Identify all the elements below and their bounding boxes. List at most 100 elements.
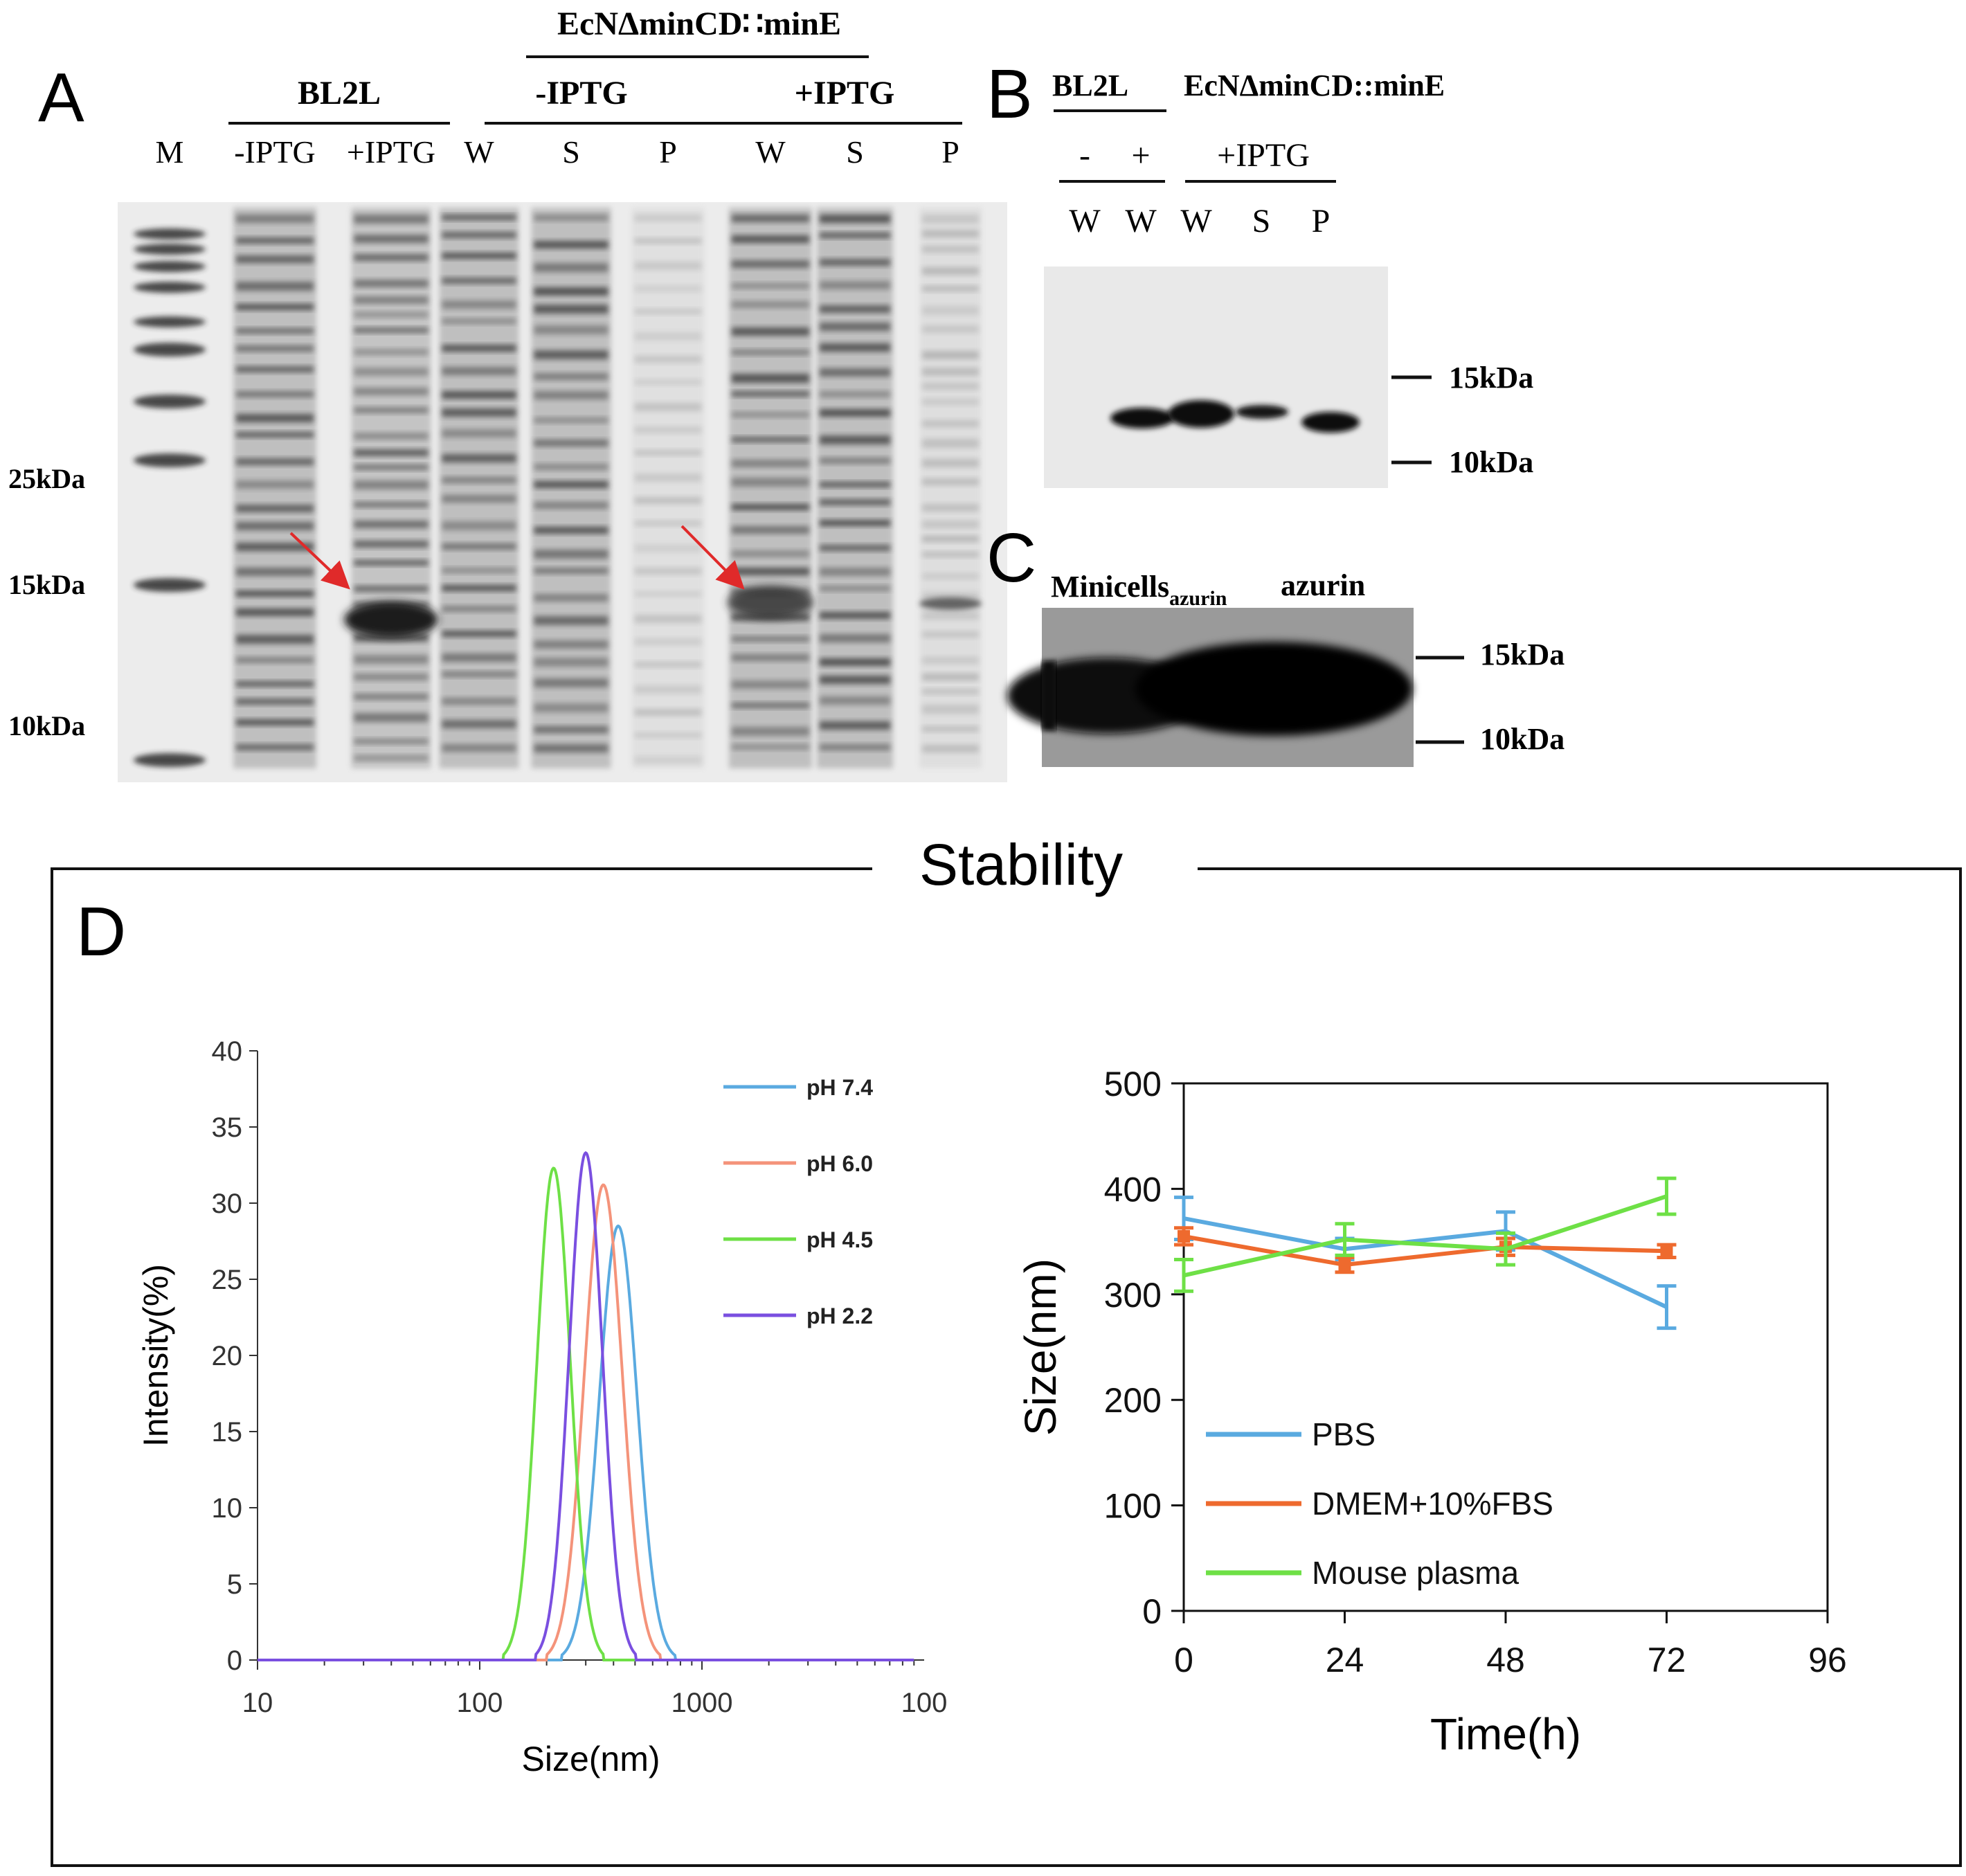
group-label-bl2l-b: BL2L: [1052, 69, 1128, 102]
y-tick-label: 40: [212, 1036, 243, 1067]
y-tick-label: 25: [212, 1265, 243, 1295]
gel-band: [534, 287, 608, 296]
arrow-bl2l: [289, 532, 350, 590]
gel-band: [922, 631, 979, 638]
legend-label: pH 4.5: [806, 1227, 873, 1252]
gel-band: [820, 545, 890, 551]
error-bar-mouse-plasma: [1496, 1231, 1515, 1267]
chart-stability-lines: [1174, 1176, 1677, 1331]
gel-band: [534, 263, 608, 272]
gel-band: [820, 435, 890, 444]
y-tick-label: 5: [227, 1569, 242, 1600]
gel-band: [442, 278, 516, 284]
gel-band: [354, 407, 429, 413]
blot-b-bands: [1110, 400, 1360, 433]
gel-band: [634, 473, 702, 482]
gel-band: [236, 215, 314, 223]
gel-band: [534, 464, 608, 470]
gel-band: [236, 543, 314, 551]
x-tick-label: 96: [1808, 1641, 1847, 1679]
gel-band: [442, 631, 516, 637]
gel-band: [534, 350, 608, 359]
y-tick-label: 20: [212, 1341, 243, 1371]
gel-band: [534, 325, 608, 334]
gel-band: [922, 536, 979, 542]
y-tick-label: 300: [1104, 1276, 1162, 1315]
gel-band: [354, 586, 429, 592]
gel-band: [236, 480, 314, 489]
gel-band: [634, 685, 702, 694]
gel-band: [354, 560, 429, 566]
gel-band: [820, 215, 890, 223]
gel-band: [534, 502, 608, 509]
legend-label: PBS: [1312, 1416, 1376, 1452]
gel-band: [634, 238, 702, 244]
subgroup-plus-iptg: +IPTG: [795, 75, 895, 111]
gel-band: [236, 237, 314, 244]
gel-band: [634, 497, 702, 504]
gel-band: [922, 573, 979, 579]
gel-band: [922, 399, 979, 405]
gel-band: [732, 526, 809, 534]
lane-b-iptg: +IPTG: [1217, 137, 1310, 174]
lane-label-a: P: [659, 134, 677, 170]
gel-band: [732, 374, 809, 383]
gel-band: [442, 300, 516, 309]
plot-frame: [1182, 1082, 1829, 1612]
lane-label-a: P: [941, 134, 959, 170]
gel-band: [820, 343, 890, 352]
gel-band: [732, 460, 809, 467]
gel-band: [634, 756, 702, 764]
lane-label-a: S: [562, 134, 580, 170]
gel-band: [634, 732, 702, 738]
gel-band: [354, 368, 429, 376]
gel-band: [732, 504, 809, 510]
gel-band: [354, 541, 429, 548]
legend-label: pH 6.0: [806, 1151, 873, 1176]
gel-band: [922, 612, 979, 620]
gel-band: [820, 391, 890, 397]
gel-band: [922, 351, 979, 359]
gel-band: [354, 215, 429, 224]
gel-band: [354, 296, 429, 304]
gel-band: [442, 671, 516, 677]
lane-label-a: -IPTG: [234, 134, 316, 170]
gel-band: [534, 373, 608, 380]
gel-band: [922, 459, 979, 467]
gel-band: [922, 521, 979, 528]
legend-label: pH 7.4: [806, 1075, 873, 1100]
gel-band: [634, 215, 702, 222]
gel-band: [922, 420, 979, 427]
gel-band: [922, 689, 979, 694]
gel-band: [534, 703, 608, 712]
marker-label-a: 10kDa: [8, 710, 85, 741]
error-bar-mouse-plasma: [1657, 1176, 1677, 1216]
gel-band: [442, 318, 516, 324]
subgroup-minus-iptg: -IPTG: [535, 75, 627, 111]
gel-band: [634, 262, 702, 270]
ladder-band: [134, 282, 206, 293]
chart-stability-legend: PBS DMEM+10%FBS Mouse plasma: [1206, 1416, 1553, 1591]
panel-a-letter: A: [38, 59, 84, 136]
gel-band: [820, 233, 890, 238]
error-bar-mouse-plasma: [1174, 1258, 1193, 1293]
gel-band: [442, 345, 516, 352]
gel-band: [820, 281, 890, 289]
gel-band: [442, 568, 516, 573]
chart-dls-xlabel: Size(nm): [521, 1740, 660, 1778]
gel-band: [236, 414, 314, 422]
y-tick-label: 10: [212, 1493, 243, 1524]
error-bar-dmem-10-fbs: [1657, 1243, 1677, 1259]
gel-band: [354, 674, 429, 680]
gel-band: [534, 594, 608, 602]
gel-band: [354, 280, 429, 287]
panel-d-frame: [51, 867, 1962, 1867]
series-line-ph-2-2: [258, 1151, 914, 1661]
band: [1236, 405, 1288, 419]
gel-band: [732, 412, 809, 417]
gel-band: [442, 391, 516, 399]
gel-band: [534, 616, 608, 625]
gel-band: [354, 349, 429, 355]
gel-band: [534, 440, 608, 447]
y-tick-label: 500: [1104, 1065, 1162, 1103]
